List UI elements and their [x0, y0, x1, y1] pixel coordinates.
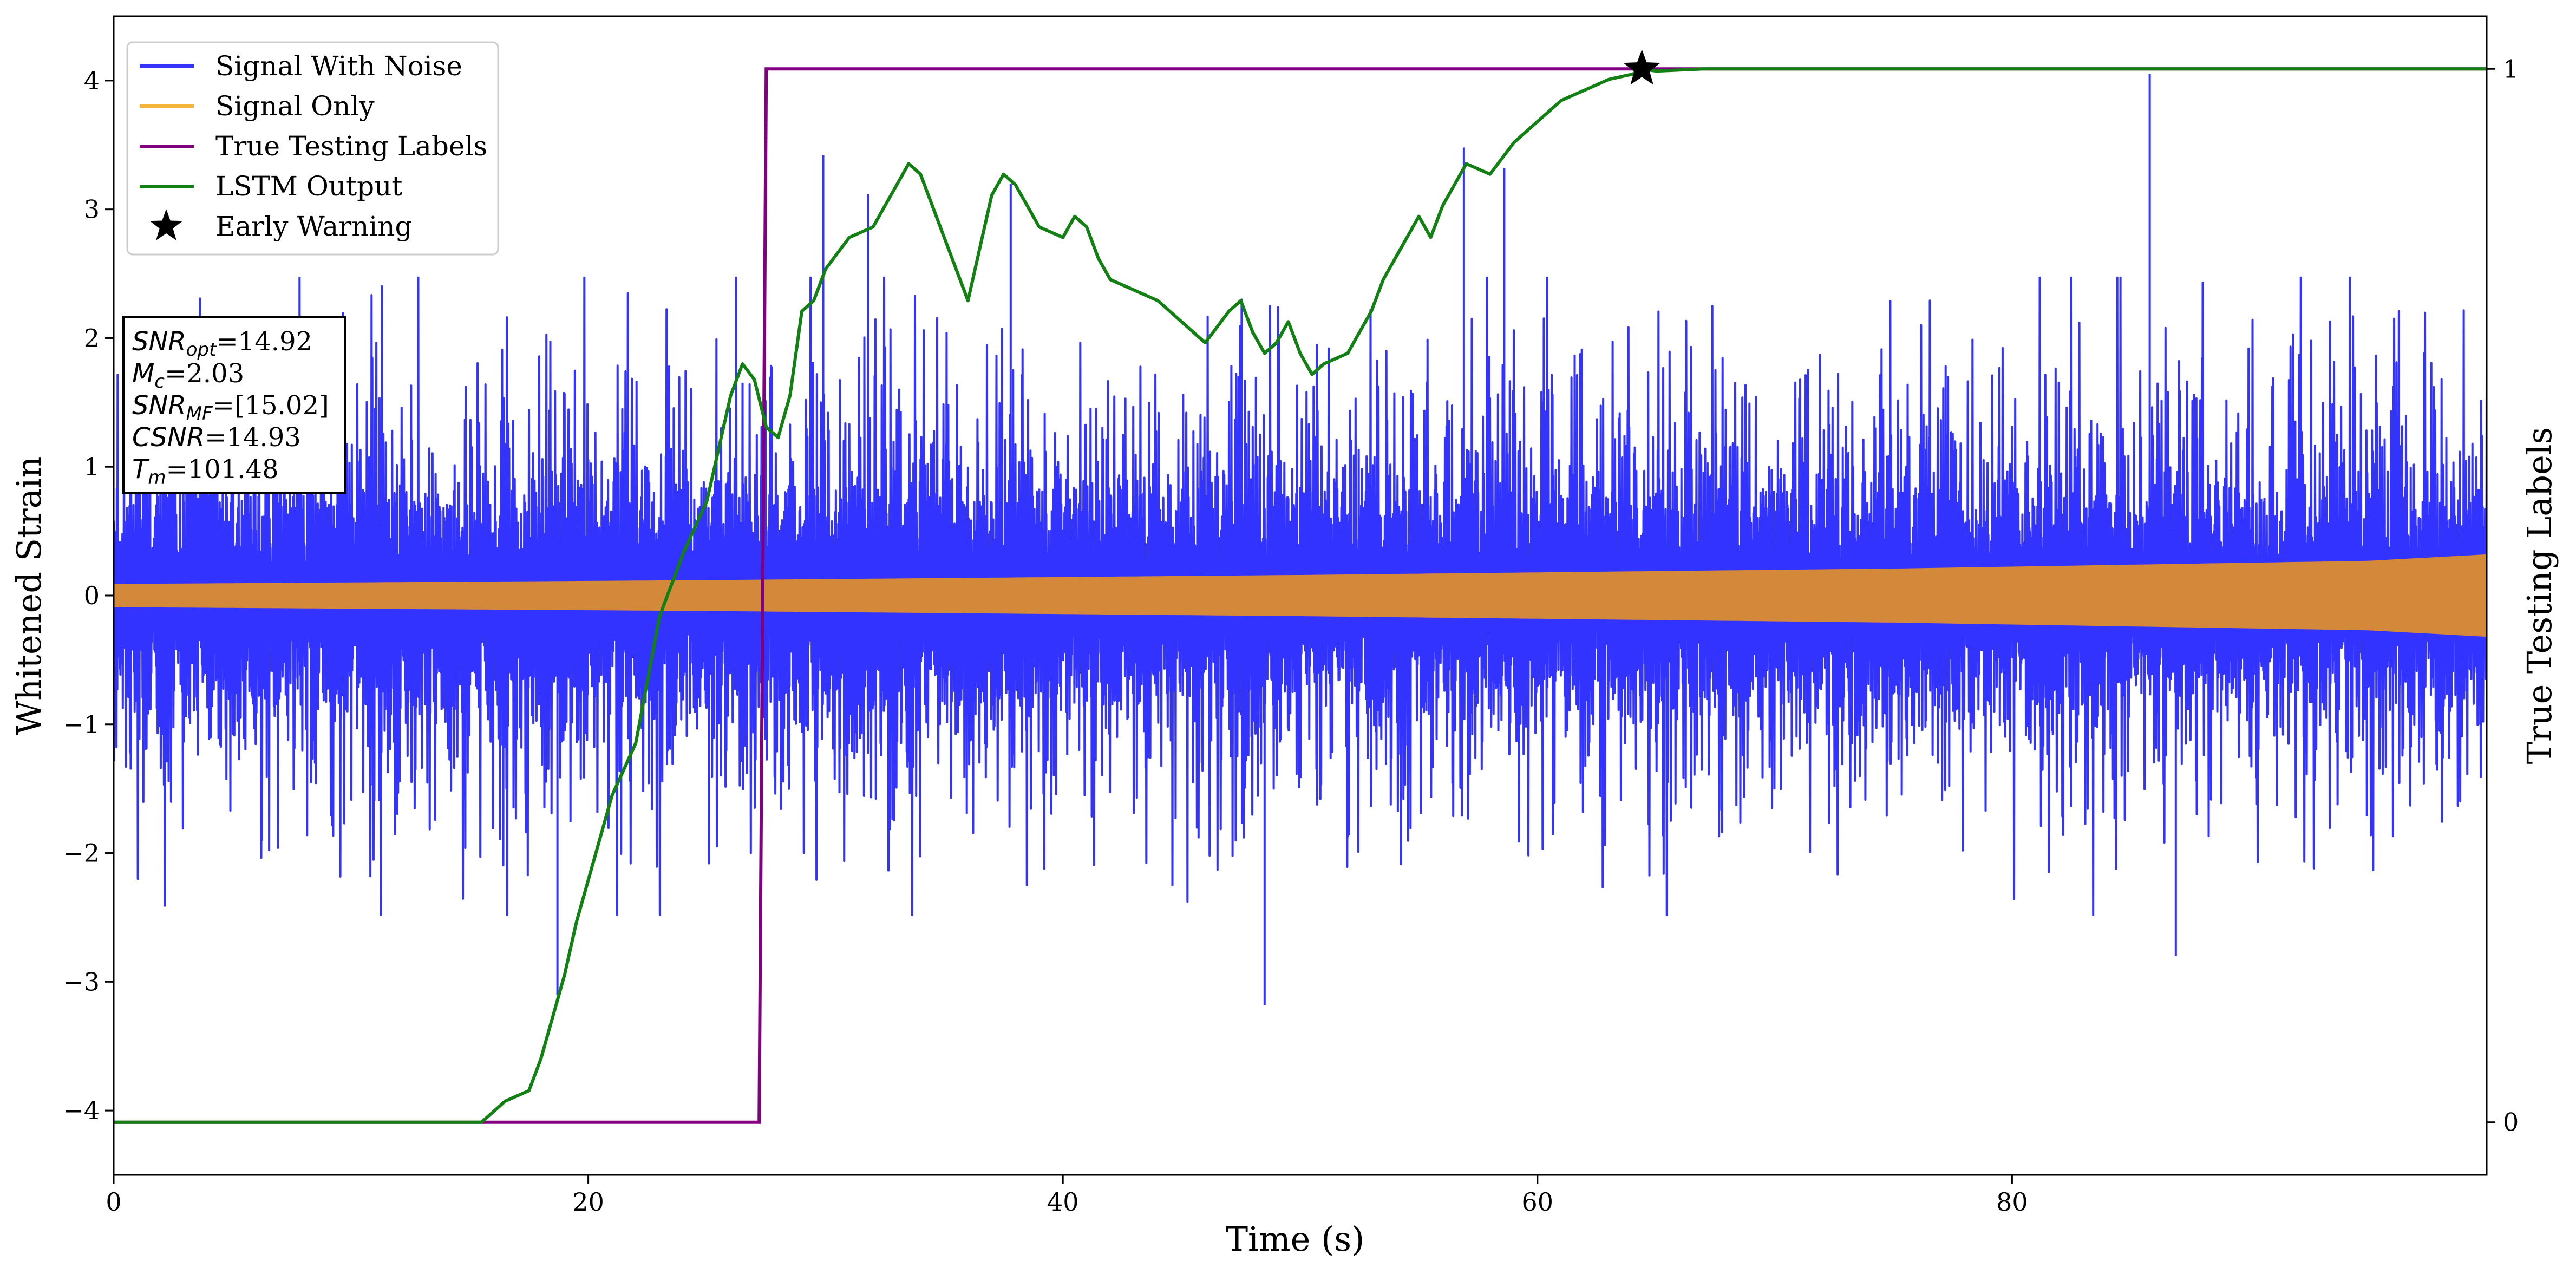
- y-right-tick-label: 0: [2503, 1108, 2519, 1137]
- y-tick-label: −1: [63, 710, 100, 739]
- y-tick-label: −2: [63, 839, 100, 868]
- y-right-tick-label: 1: [2503, 54, 2519, 83]
- legend-label: Signal Only: [215, 90, 375, 122]
- legend-item: Signal Only: [140, 90, 375, 122]
- x-tick-label: 80: [1996, 1187, 2028, 1217]
- legend-item: Early Warning: [149, 209, 413, 242]
- legend-label: Early Warning: [215, 211, 413, 242]
- y-tick-label: 4: [84, 66, 100, 95]
- plot-area: [114, 67, 2487, 1124]
- x-tick-label: 20: [572, 1187, 604, 1217]
- annotation-line: Tm=101.48: [132, 454, 279, 488]
- snr-annotation: SNRopt=14.92Mc=2.03SNRMF=[15.02]CSNR=14.…: [122, 316, 346, 494]
- y-axis-right-label: True Testing Labels: [2520, 427, 2559, 765]
- annotation-line: CSNR=14.93: [132, 422, 301, 453]
- series-lstm-output: [114, 67, 2487, 1124]
- y-tick-label: 1: [84, 452, 100, 481]
- legend-item: LSTM Output: [140, 171, 402, 202]
- legend-box: [126, 41, 499, 256]
- x-tick-label: 60: [1522, 1187, 1554, 1217]
- series-signal-only: [114, 554, 2487, 637]
- annotation-line: SNRopt=14.92: [132, 326, 312, 361]
- legend-item: Signal With Noise: [140, 50, 462, 82]
- x-axis-label: Time (s): [1226, 1219, 1365, 1259]
- y-axis-right: 01: [2487, 54, 2519, 1137]
- early-warning-marker: [1623, 49, 1660, 85]
- legend-item: True Testing Labels: [140, 130, 487, 162]
- annotation-box: [122, 316, 346, 494]
- legend-label: LSTM Output: [215, 171, 402, 202]
- x-tick-label: 40: [1047, 1187, 1079, 1217]
- y-tick-label: 0: [84, 581, 100, 610]
- legend: Signal With Noise Signal Only True Testing…: [126, 41, 499, 256]
- y-axis-left: −4 −3 −2 −1 0 1 2 3 4: [63, 66, 114, 1125]
- series-signal-with-noise: [114, 74, 2487, 1005]
- legend-star-icon: [149, 209, 183, 240]
- y-tick-label: 3: [84, 195, 100, 224]
- legend-label: Signal With Noise: [215, 50, 462, 82]
- y-tick-label: −4: [63, 1096, 100, 1125]
- y-axis-label: Whitened Strain: [9, 456, 49, 735]
- annotation-line: Mc=2.03: [132, 358, 244, 393]
- y-tick-label: −3: [63, 967, 100, 996]
- y-tick-label: 2: [84, 323, 100, 352]
- legend-label: True Testing Labels: [215, 130, 487, 162]
- annotation-line: SNRMF=[15.02]: [132, 390, 329, 424]
- x-tick-label: 0: [106, 1187, 121, 1217]
- x-axis: 0 20 40 60 80: [106, 1175, 2028, 1217]
